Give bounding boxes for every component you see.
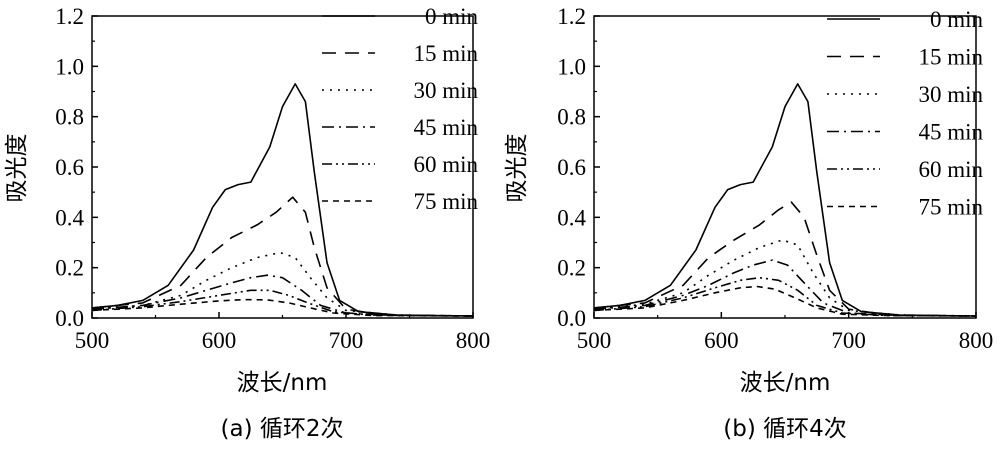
y-tick-label: 0.2	[55, 256, 84, 281]
x-tick-label: 700	[831, 328, 866, 353]
series-line-3	[91, 274, 474, 317]
y-tick-label: 1.2	[557, 4, 586, 29]
series-line-2	[593, 239, 977, 317]
series-line-2	[91, 251, 474, 317]
panel-a: 500 600 700 800 0.0 0.2 0.4 0.6 0.8 1.0 1.2 0 min 15…	[4, 4, 490, 442]
panel-b: 500 600 700 800 0.0 0.2 0.4 0.6 0.8 1.0 1.2 0 min 15…	[504, 4, 993, 442]
caption-a: (a) 循环2次	[221, 416, 344, 442]
y-tick-label: 0.0	[55, 306, 84, 331]
series-line-5	[91, 298, 474, 317]
y-tick-label: 0.4	[557, 205, 586, 230]
y-tick-label: 0.6	[557, 155, 586, 180]
series-line-1	[91, 196, 474, 317]
series-line-1	[593, 201, 977, 317]
legend-label: 0 min	[425, 4, 479, 29]
x-tick-label: 800	[959, 328, 994, 353]
y-axis-label-b: 吸光度	[504, 134, 530, 203]
legend-label: 45 min	[413, 115, 478, 140]
legend-label: 45 min	[918, 120, 983, 145]
y-tick-label: 0.4	[55, 205, 84, 230]
x-tick-label: 700	[329, 328, 364, 353]
legend-label: 15 min	[413, 41, 478, 66]
x-tick-label: 500	[577, 328, 612, 353]
y-tick-label: 1.0	[557, 54, 586, 79]
y-tick-label: 1.0	[55, 54, 84, 79]
legend-label: 60 min	[413, 152, 478, 177]
legend-label: 60 min	[918, 157, 983, 182]
x-axis-label-a: 波长/nm	[237, 370, 328, 396]
legend-label: 75 min	[918, 195, 983, 220]
series-line-4	[593, 276, 977, 317]
series-line-0	[91, 83, 474, 317]
x-tick-label: 500	[75, 328, 110, 353]
y-axis-label-a: 吸光度	[4, 134, 30, 203]
x-tick-label: 600	[704, 328, 739, 353]
x-tick-label: 600	[202, 328, 237, 353]
y-tick-label: 0.6	[55, 155, 84, 180]
x-axis-label-b: 波长/nm	[740, 370, 831, 396]
legend-label: 75 min	[413, 189, 478, 214]
plot-area-b: 500 600 700 800 0.0 0.2 0.4 0.6 0.8 1.0 1.2 0 min 15…	[557, 4, 993, 353]
plot-area-a: 500 600 700 800 0.0 0.2 0.4 0.6 0.8 1.0 1.2 0 min 15…	[55, 4, 490, 353]
legend-label: 30 min	[413, 78, 478, 103]
series-line-0	[593, 83, 977, 317]
legend-label: 30 min	[918, 82, 983, 107]
series-line-5	[593, 285, 977, 317]
y-tick-label: 0.0	[557, 306, 586, 331]
legend-label: 0 min	[930, 7, 984, 32]
series-line-3	[593, 259, 977, 317]
y-tick-label: 0.2	[557, 256, 586, 281]
legend-label: 15 min	[918, 45, 983, 70]
y-tick-label: 0.8	[55, 105, 84, 130]
y-tick-label: 1.2	[55, 4, 84, 29]
x-tick-label: 800	[456, 328, 491, 353]
caption-b: (b) 循环4次	[723, 416, 847, 442]
y-tick-label: 0.8	[557, 105, 586, 130]
